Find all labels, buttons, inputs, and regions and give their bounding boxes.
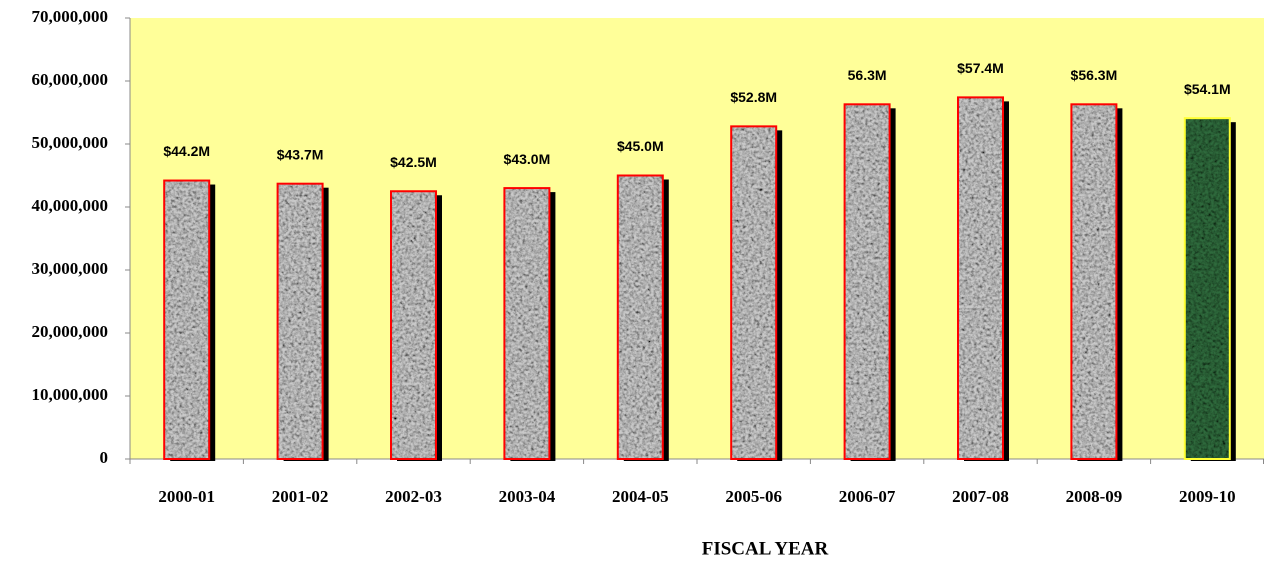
bar [391,191,436,459]
value-label: $42.5M [390,154,437,170]
value-label: $43.7M [277,146,324,162]
y-tick-label: 70,000,000 [32,7,109,26]
y-tick-label: 50,000,000 [32,133,109,152]
bar-outline [843,103,891,460]
bar [617,175,663,459]
bar [844,104,890,459]
value-label: $43.0M [504,151,551,167]
bar [1184,118,1230,460]
x-tick-label: 2009-10 [1179,487,1236,506]
y-tick-label: 60,000,000 [32,70,109,89]
y-tick-label: 0 [100,448,109,467]
bar [164,180,210,460]
y-tick-label: 20,000,000 [32,322,109,341]
y-tick-label: 10,000,000 [32,385,109,404]
value-label: $57.4M [957,60,1004,76]
x-tick-label: 2003-04 [499,487,556,506]
bar-outline [390,190,437,460]
value-label: $45.0M [617,138,664,154]
bar [277,183,323,459]
y-tick-label: 40,000,000 [32,196,109,215]
bar [1071,104,1117,459]
bar-outline [276,182,324,460]
x-axis-title: FISCAL YEAR [702,538,829,559]
bar-outline [163,179,211,460]
value-label: 56.3M [848,67,887,83]
value-label: $54.1M [1184,81,1231,97]
value-label: $52.8M [730,89,777,105]
x-tick-label: 2007-08 [952,487,1009,506]
x-tick-label: 2005-06 [725,487,782,506]
x-tick-label: 2008-09 [1066,487,1123,506]
value-label: $56.3M [1071,67,1118,83]
value-label: $44.2M [163,143,210,159]
bar-outline [957,96,1004,460]
bar-outline [1070,103,1118,460]
bar [504,188,550,459]
x-tick-label: 2004-05 [612,487,669,506]
y-tick-label: 30,000,000 [32,259,109,278]
bar-outline [730,125,778,461]
x-tick-label: 2000-01 [158,487,215,506]
bar-outline [1183,117,1231,460]
bar [731,126,777,460]
bar-outline [503,187,551,460]
x-tick-label: 2006-07 [839,487,896,506]
x-tick-label: 2001-02 [272,487,329,506]
bar-outline [616,174,664,460]
bar [958,97,1003,459]
x-tick-label: 2002-03 [385,487,442,506]
